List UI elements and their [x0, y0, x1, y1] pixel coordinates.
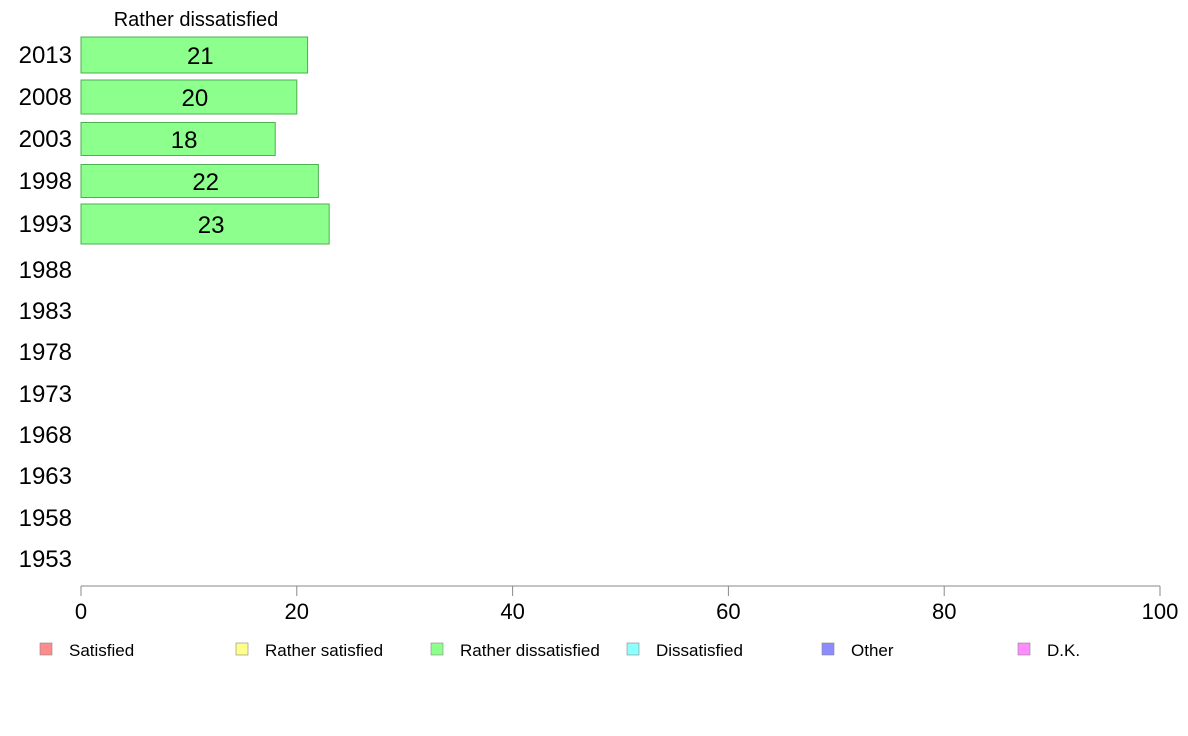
y-tick-label: 1958 [19, 505, 72, 532]
x-tick-label: 60 [716, 599, 740, 624]
y-tick-label: 2003 [19, 126, 72, 153]
chart-title: Rather dissatisfied [114, 9, 279, 31]
x-axis: 0 20 40 60 80 100 [75, 585, 1179, 624]
bars-group: 21 20 18 22 23 [80, 36, 330, 245]
bar [80, 36, 309, 74]
x-tick-label: 40 [500, 599, 524, 624]
bar [80, 164, 319, 198]
bar [80, 122, 276, 156]
x-tick-label: 0 [75, 599, 87, 624]
data-label: 20 [182, 85, 209, 112]
legend-swatch [430, 642, 444, 656]
legend-label: Satisfied [69, 641, 134, 660]
bar [80, 203, 330, 245]
legend-label: Dissatisfied [656, 641, 743, 660]
legend-label: Rather satisfied [265, 641, 383, 660]
y-tick-label: 1968 [19, 422, 72, 449]
legend: Satisfied Rather satisfied Rather dissatis… [39, 641, 1080, 660]
y-tick-label: 1983 [19, 298, 72, 325]
y-tick-label: 2008 [19, 84, 72, 111]
legend-swatch [235, 642, 249, 656]
data-label: 18 [171, 127, 198, 154]
y-tick-label: 1973 [19, 381, 72, 408]
y-tick-label: 1988 [19, 257, 72, 284]
legend-swatch [821, 642, 835, 656]
data-label: 23 [198, 212, 225, 239]
legend-label: Other [851, 641, 894, 660]
legend-label: D.K. [1047, 641, 1080, 660]
legend-swatch [1017, 642, 1031, 656]
y-tick-label: 1963 [19, 463, 72, 490]
data-label: 22 [192, 169, 219, 196]
legend-swatch [39, 642, 53, 656]
y-tick-label: 1978 [19, 339, 72, 366]
x-tick-label: 20 [285, 599, 309, 624]
y-tick-label: 1998 [19, 168, 72, 195]
x-tick-label: 100 [1142, 599, 1179, 624]
legend-label: Rather dissatisfied [460, 641, 600, 660]
data-label: 21 [187, 43, 214, 70]
y-tick-label: 2013 [19, 42, 72, 69]
legend-swatch [626, 642, 640, 656]
bar [80, 79, 298, 115]
x-tick-label: 80 [932, 599, 956, 624]
y-tick-label: 1993 [19, 211, 72, 238]
y-tick-label: 1953 [19, 546, 72, 573]
y-axis-labels: 2013 2008 2003 1998 1993 1988 1983 1978 1973 1968… [19, 42, 72, 573]
